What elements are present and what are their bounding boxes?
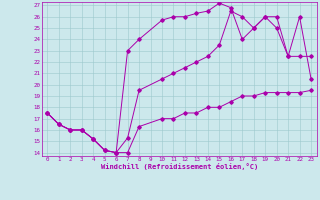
X-axis label: Windchill (Refroidissement éolien,°C): Windchill (Refroidissement éolien,°C): [100, 164, 258, 170]
